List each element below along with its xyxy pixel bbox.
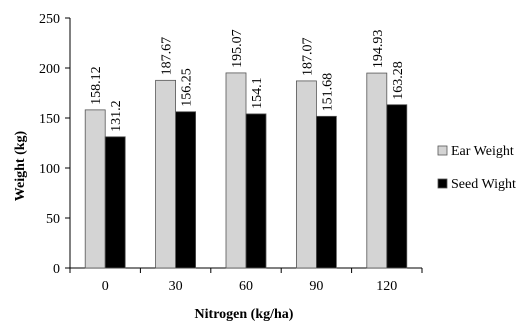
bar-seed-wight — [104, 136, 126, 269]
bar-ear-weight — [366, 72, 388, 269]
data-label: 163.28 — [391, 61, 406, 100]
y-axis: 0 50 100 150 200 250 — [39, 12, 71, 277]
y-tick-label: 50 — [46, 212, 60, 227]
y-tick-label: 250 — [39, 12, 60, 27]
data-label: 187.67 — [160, 37, 175, 76]
x-tick-label: 0 — [102, 279, 109, 294]
x-tick-label: 120 — [376, 279, 397, 294]
x-axis-title: Nitrogen (kg/ha) — [195, 307, 294, 322]
bars — [84, 72, 408, 269]
bar-seed-wight — [386, 104, 408, 269]
bar-ear-weight — [155, 79, 177, 269]
data-label: 156.25 — [180, 68, 195, 107]
y-axis-title: Weight (kg) — [13, 130, 28, 201]
data-label: 158.12 — [89, 66, 104, 105]
legend-label: Seed Wight — [451, 177, 516, 192]
bar-ear-weight — [295, 80, 317, 269]
legend-swatch — [437, 178, 448, 189]
y-tick-label: 200 — [39, 62, 60, 77]
data-label: 187.07 — [300, 37, 315, 76]
legend-label: Ear Weight — [451, 144, 514, 159]
bar-ear-weight — [225, 72, 247, 269]
x-tick-label: 90 — [309, 279, 323, 294]
legend: Ear Weight Seed Wight — [437, 144, 516, 192]
bar-ear-weight — [84, 109, 106, 269]
x-axis: 0 30 60 90 120 — [69, 267, 423, 294]
data-label: 194.93 — [371, 30, 386, 69]
data-label: 131.2 — [109, 100, 124, 132]
x-tick-label: 30 — [169, 279, 183, 294]
y-tick-label: 100 — [39, 162, 60, 177]
y-tick-label: 0 — [53, 262, 60, 277]
data-labels: 158.12 131.2 187.67 156.25 195.07 154.1 187.07… — [89, 29, 406, 131]
bar-seed-wight — [315, 115, 337, 269]
bar-seed-wight — [245, 113, 267, 269]
bar-seed-wight — [175, 111, 197, 269]
data-label: 195.07 — [230, 29, 245, 68]
legend-swatch — [437, 145, 448, 156]
data-label: 151.68 — [320, 73, 335, 112]
y-tick-label: 150 — [39, 112, 60, 127]
x-tick-label: 60 — [239, 279, 253, 294]
data-label: 154.1 — [250, 77, 265, 109]
